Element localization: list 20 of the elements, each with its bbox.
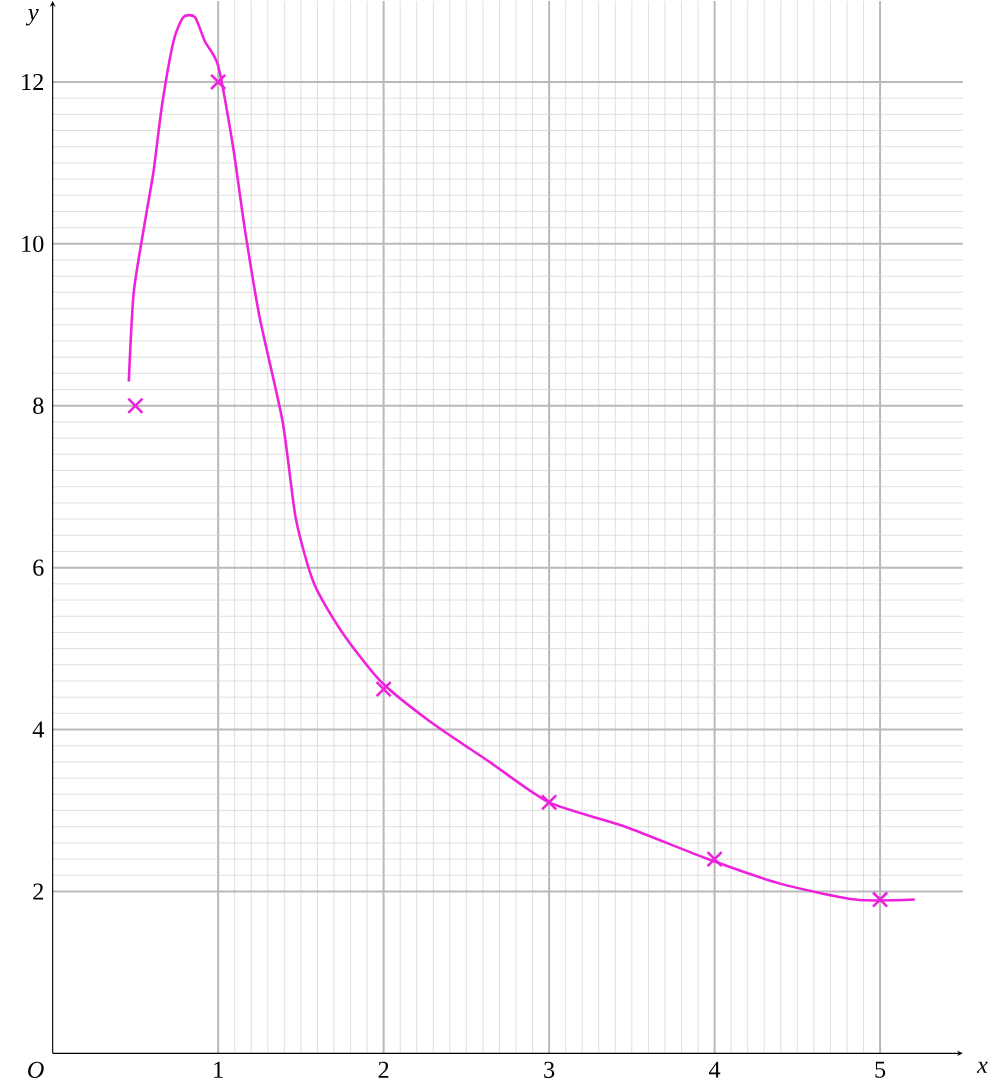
- y-tick-label: 8: [33, 397, 44, 414]
- x-tick-label: 5: [875, 1061, 886, 1078]
- point: [127, 397, 144, 415]
- y-tick-label: 10: [22, 235, 44, 252]
- point: [871, 891, 889, 908]
- x-axis-title: x: [976, 1061, 988, 1073]
- x-tick-label: 2: [378, 1061, 389, 1078]
- point: [540, 794, 558, 811]
- point: [375, 680, 393, 698]
- y-tick-label: 6: [33, 559, 44, 576]
- point: [209, 73, 227, 91]
- y-tick-label: 12: [22, 73, 44, 90]
- text: O: [28, 1061, 44, 1078]
- x-tick-label: 3: [544, 1061, 555, 1078]
- y-tick-label: 4: [32, 721, 45, 738]
- y-axis-title: y: [25, 9, 39, 26]
- point: [706, 850, 723, 868]
- y-tick-label: 2: [33, 883, 44, 900]
- x-tick-label: 4: [709, 1061, 721, 1078]
- x-tick-label: 1: [214, 1061, 223, 1078]
